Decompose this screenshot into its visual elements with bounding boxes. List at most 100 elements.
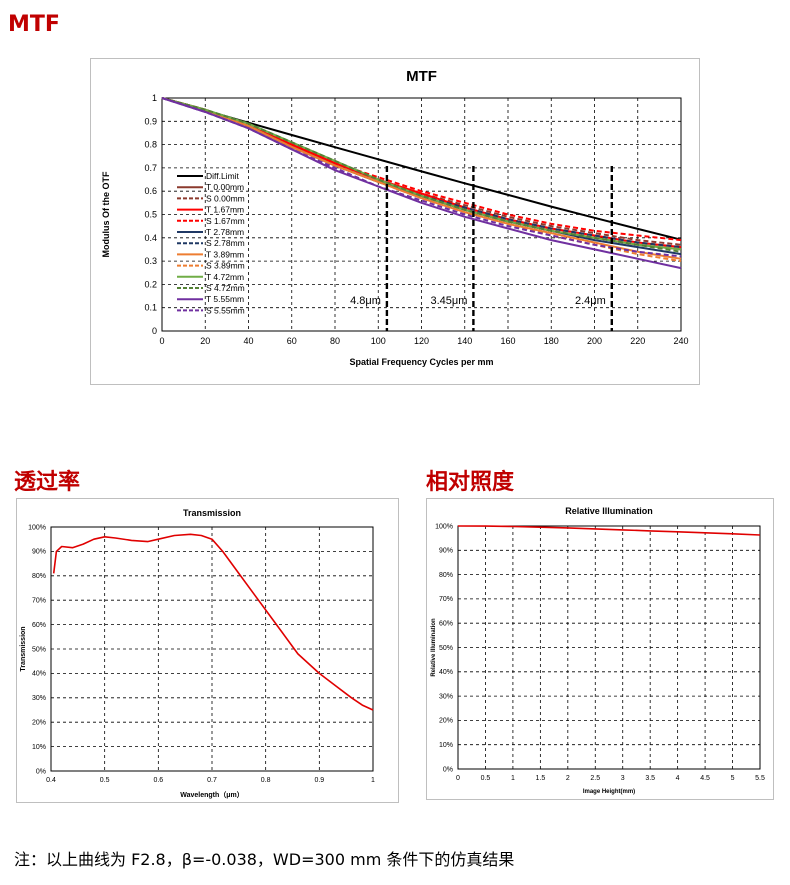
x-tick-label: 0.7 — [207, 777, 217, 784]
y-tick-label: 20% — [32, 720, 46, 727]
y-tick-label: 0.3 — [144, 256, 157, 266]
series-line — [457, 525, 761, 536]
y-tick-label: 0.5 — [144, 210, 157, 220]
y-tick-label: 60% — [439, 621, 453, 628]
plot-area-frame — [161, 97, 682, 332]
transmission-chart-panel: Transmission 0.4 0.5 0.6 0.7 0.8 0.9 1 0% 10% 20% 3… — [16, 498, 399, 803]
x-tick-label: 0.5 — [100, 777, 110, 784]
y-tick-label: 40% — [439, 669, 453, 676]
y-tick-label: 60% — [32, 622, 46, 629]
transmission-section-title: 透过率 — [14, 470, 81, 495]
x-tick-label: 40 — [243, 336, 253, 346]
x-tick-label: 0.6 — [153, 777, 163, 784]
x-tick-label: 2 — [566, 775, 570, 782]
y-tick-label: 50% — [439, 645, 453, 652]
x-tick-label: 0.4 — [46, 777, 56, 784]
x-tick-label: 20 — [200, 336, 210, 346]
y-tick-label: 100% — [28, 524, 46, 531]
legend-label: S 4.72mm — [206, 283, 245, 293]
y-tick-label: 0.7 — [144, 163, 157, 173]
simulation-note: 注：以上曲线为 F2.8，β=-0.038，WD=300 mm 条件下的仿真结果 — [14, 850, 515, 869]
y-axis-label: Transmission — [20, 626, 27, 671]
legend-label: T 5.55mm — [206, 294, 244, 304]
y-tick-label: 100% — [435, 523, 453, 530]
chart-title: MTF — [406, 68, 437, 85]
y-tick-label: 40% — [32, 671, 46, 678]
x-tick-label: 200 — [587, 336, 602, 346]
x-axis-label: Image Height(mm) — [583, 789, 635, 795]
y-tick-label: 10% — [439, 742, 453, 749]
legend-label: T 1.67mm — [206, 205, 244, 215]
x-tick-label: 3.5 — [645, 775, 655, 782]
x-tick-label: 120 — [414, 336, 429, 346]
x-tick-label: 180 — [544, 336, 559, 346]
legend-label: S 1.67mm — [206, 216, 245, 226]
x-tick-label: 1.5 — [535, 775, 545, 782]
y-tick-label: 10% — [32, 744, 46, 751]
legend-label: S 0.00mm — [206, 193, 245, 203]
x-tick-label: 0 — [456, 775, 460, 782]
x-tick-label: 1 — [371, 777, 375, 784]
y-tick-label: 0.6 — [144, 186, 157, 196]
series-line — [161, 97, 682, 258]
chart-title: Relative Illumination — [565, 506, 653, 516]
y-axis-label: Relative Illumination — [431, 618, 437, 677]
plot-area-frame — [457, 525, 761, 770]
x-tick-label: 4.5 — [700, 775, 710, 782]
y-tick-label: 0.4 — [144, 233, 157, 243]
chart-title: Transmission — [183, 508, 241, 518]
x-tick-label: 5 — [731, 775, 735, 782]
resolution-marker-label: 2.4μm — [575, 295, 606, 307]
legend-label: T 4.72mm — [206, 272, 244, 282]
y-tick-label: 20% — [439, 718, 453, 725]
legend-label: S 3.89mm — [206, 261, 245, 271]
illumination-section-title: 相对照度 — [426, 470, 515, 495]
y-tick-label: 0.8 — [144, 140, 157, 150]
x-axis-label: Wavelength（μm） — [180, 791, 244, 799]
y-tick-label: 1 — [152, 93, 157, 103]
y-tick-label: 70% — [439, 596, 453, 603]
x-tick-label: 220 — [630, 336, 645, 346]
series-line — [161, 97, 682, 253]
y-tick-label: 0 — [152, 326, 157, 336]
x-tick-label: 100 — [371, 336, 386, 346]
y-tick-label: 0.2 — [144, 279, 157, 289]
y-tick-label: 80% — [32, 573, 46, 580]
series-line — [52, 533, 374, 711]
y-tick-label: 50% — [32, 646, 46, 653]
y-tick-label: 30% — [32, 695, 46, 702]
y-tick-label: 90% — [439, 548, 453, 555]
legend-label: T 3.89mm — [206, 249, 244, 259]
x-tick-label: 0.8 — [261, 777, 271, 784]
legend-label: S 2.78mm — [206, 238, 245, 248]
mtf-chart-panel: MTF 0 20 40 60 80 100 120 140 160 180 200 220 240 0 0.1… — [90, 58, 700, 385]
x-tick-label: 240 — [673, 336, 688, 346]
x-tick-label: 2.5 — [590, 775, 600, 782]
resolution-marker-label: 4.8μm — [350, 295, 381, 307]
x-tick-label: 160 — [500, 336, 515, 346]
y-tick-label: 0.1 — [144, 303, 157, 313]
x-tick-label: 80 — [330, 336, 340, 346]
y-tick-label: 30% — [439, 693, 453, 700]
y-tick-label: 0% — [443, 766, 453, 773]
y-tick-label: 80% — [439, 572, 453, 579]
y-tick-label: 90% — [32, 549, 46, 556]
mtf-section-title: MTF — [8, 12, 60, 37]
x-axis-label: Spatial Frequency Cycles per mm — [349, 357, 493, 367]
legend-label: S 5.55mm — [206, 305, 245, 315]
x-tick-label: 0 — [159, 336, 164, 346]
x-tick-label: 60 — [287, 336, 297, 346]
x-tick-label: 0.9 — [314, 777, 324, 784]
x-tick-label: 3 — [621, 775, 625, 782]
plot-area-frame — [50, 526, 374, 772]
x-tick-label: 140 — [457, 336, 472, 346]
legend-label: Diff.Limit — [206, 171, 240, 181]
legend-label: T 0.00mm — [206, 182, 244, 192]
mtf-chart: MTF 0 20 40 60 80 100 120 140 160 180 200 220 240 0 0.1… — [101, 68, 689, 367]
x-tick-label: 4 — [676, 775, 680, 782]
y-tick-label: 0.9 — [144, 116, 157, 126]
y-axis-label: Modulus Of the OTF — [101, 171, 111, 257]
illumination-chart-panel: Relative Illumination 0 0.5 1 1.5 2 2.5 3 3.5 4 4.… — [426, 498, 774, 800]
